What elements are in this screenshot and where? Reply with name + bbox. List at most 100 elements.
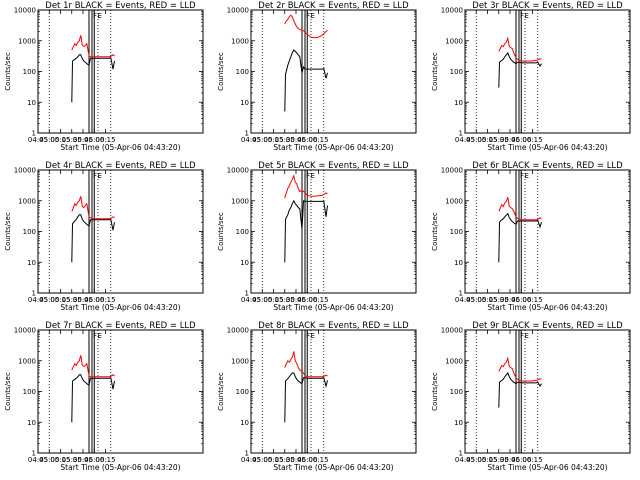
x-tick-label: 05:45 xyxy=(73,296,93,304)
marker-e: E xyxy=(311,12,315,20)
y-tick-label: 1000 xyxy=(445,37,463,45)
plot-frame xyxy=(250,329,417,454)
x-tick-label: 05:15 xyxy=(50,296,70,304)
x-tick-label: 04:45 xyxy=(455,136,475,144)
x-tick-label: 06:00 xyxy=(297,456,317,464)
chart-panel-4: Det 4r BLACK = Events, RED = LLD 1 10 100 10… xyxy=(4,161,204,312)
y-axis-label: Counts/sec xyxy=(217,212,225,251)
y-tick-label: 1 xyxy=(459,450,463,458)
x-axis-label: Start Time (05-Apr-06 04:43:20) xyxy=(273,143,393,152)
chart-title: Det 8r BLACK = Events, RED = LLD xyxy=(258,321,409,331)
marker-f: F xyxy=(520,332,524,340)
x-tick-label: 05:00 xyxy=(466,136,486,144)
x-tick-label: 05:00 xyxy=(466,456,486,464)
y-tick-label: 10 xyxy=(454,259,463,267)
y-tick-label: 10 xyxy=(27,99,36,107)
x-tick-label: 05:00 xyxy=(466,296,486,304)
marker-f: F xyxy=(93,332,97,340)
series-black-events-line xyxy=(71,374,115,423)
y-tick-label: 10000 xyxy=(14,327,36,335)
chart-panel-8: Det 8r BLACK = Events, RED = LLD 1 10 100 10… xyxy=(217,321,417,472)
series-red-lld-line xyxy=(284,351,328,378)
x-tick-label: 05:15 xyxy=(263,456,283,464)
x-tick-label: 06:15 xyxy=(95,136,115,144)
series-red-lld-line xyxy=(71,196,115,220)
x-axis-label: Start Time (05-Apr-06 04:43:20) xyxy=(60,143,180,152)
x-axis-label: Start Time (05-Apr-06 04:43:20) xyxy=(273,303,393,312)
y-tick-label: 1000 xyxy=(231,37,249,45)
series-red-lld-line xyxy=(71,355,115,378)
series-red-lld-line xyxy=(284,174,328,199)
x-tick-label: 05:15 xyxy=(477,296,497,304)
x-tick-label: 06:15 xyxy=(308,456,328,464)
marker-f: F xyxy=(93,12,97,20)
chart-title: Det 9r BLACK = Events, RED = LLD xyxy=(472,321,623,331)
y-tick-label: 100 xyxy=(23,68,36,76)
x-axis-label: Start Time (05-Apr-06 04:43:20) xyxy=(60,303,180,312)
x-tick-label: 06:15 xyxy=(95,296,115,304)
marker-f: F xyxy=(520,12,524,20)
y-tick-label: 1000 xyxy=(18,197,36,205)
chart-panel-6: Det 6r BLACK = Events, RED = LLD 1 10 100 10… xyxy=(431,161,631,312)
chart-title: Det 4r BLACK = Events, RED = LLD xyxy=(45,161,196,171)
y-tick-label: 10 xyxy=(240,419,249,427)
y-tick-label: 1 xyxy=(245,290,249,298)
y-axis-label: Counts/sec xyxy=(4,52,12,91)
y-tick-label: 10 xyxy=(454,419,463,427)
x-tick-label: 05:30 xyxy=(489,136,509,144)
x-tick-label: 05:00 xyxy=(252,136,272,144)
marker-e: E xyxy=(98,12,102,20)
x-tick-label: 06:00 xyxy=(297,136,317,144)
marker-f: F xyxy=(520,172,524,180)
y-tick-label: 10 xyxy=(27,259,36,267)
y-tick-label: 1 xyxy=(32,130,36,138)
y-tick-label: 10 xyxy=(240,259,249,267)
x-tick-label: 06:15 xyxy=(522,456,542,464)
x-axis-label: Start Time (05-Apr-06 04:43:20) xyxy=(60,463,180,472)
chart-panel-9: Det 9r BLACK = Events, RED = LLD 1 10 100 10… xyxy=(431,321,631,472)
series-red-lld-line xyxy=(284,14,328,39)
y-tick-label: 10000 xyxy=(227,7,249,15)
x-tick-label: 05:30 xyxy=(62,296,82,304)
y-tick-label: 1000 xyxy=(445,197,463,205)
series-black-events-line xyxy=(284,372,328,423)
y-axis-label: Counts/sec xyxy=(4,372,12,411)
chart-title: Det 5r BLACK = Events, RED = LLD xyxy=(258,161,409,171)
plot-frame xyxy=(37,169,204,294)
x-tick-label: 05:00 xyxy=(39,456,59,464)
marker-f: F xyxy=(306,12,310,20)
chart-title: Det 3r BLACK = Events, RED = LLD xyxy=(472,1,623,11)
series-black-events-line xyxy=(284,199,328,263)
x-tick-label: 05:15 xyxy=(477,456,497,464)
series-black-events-line xyxy=(498,52,542,88)
x-tick-label: 05:30 xyxy=(62,136,82,144)
plot-frame xyxy=(464,329,631,454)
series-black-events-line xyxy=(498,212,542,263)
marker-f: F xyxy=(93,172,97,180)
chart-panel-2: Det 2r BLACK = Events, RED = LLD 1 10 100 10… xyxy=(217,1,417,152)
x-tick-label: 05:00 xyxy=(39,296,59,304)
x-tick-label: 05:45 xyxy=(500,296,520,304)
y-tick-label: 100 xyxy=(236,388,249,396)
plot-frame xyxy=(37,9,204,134)
y-tick-label: 1 xyxy=(245,450,249,458)
y-tick-label: 1000 xyxy=(231,357,249,365)
x-tick-label: 05:15 xyxy=(263,296,283,304)
y-tick-label: 100 xyxy=(450,228,463,236)
x-tick-label: 05:45 xyxy=(286,296,306,304)
y-tick-label: 10000 xyxy=(227,167,249,175)
plot-frame xyxy=(37,329,204,454)
chart-title: Det 2r BLACK = Events, RED = LLD xyxy=(258,1,409,11)
y-tick-label: 10000 xyxy=(14,7,36,15)
plot-frame xyxy=(464,169,631,294)
y-tick-label: 100 xyxy=(236,228,249,236)
chart-panel-5: Det 5r BLACK = Events, RED = LLD 1 10 100 10… xyxy=(217,161,417,312)
chart-panel-1: Det 1r BLACK = Events, RED = LLD 1 10 100 10… xyxy=(4,1,204,152)
x-tick-label: 04:45 xyxy=(241,456,261,464)
y-axis-label: Counts/sec xyxy=(217,372,225,411)
y-tick-label: 10000 xyxy=(441,167,463,175)
x-axis-label: Start Time (05-Apr-06 04:43:20) xyxy=(273,463,393,472)
x-tick-label: 05:30 xyxy=(489,296,509,304)
x-tick-label: 05:00 xyxy=(39,136,59,144)
